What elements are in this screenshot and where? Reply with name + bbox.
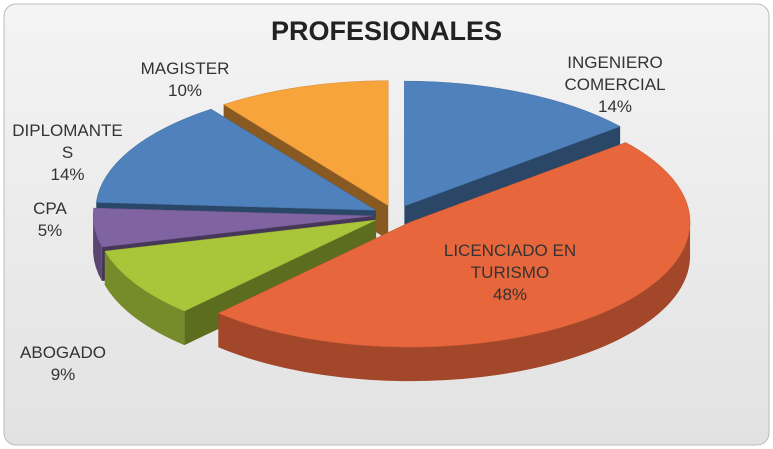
slice-label: CPA 5% — [20, 198, 80, 242]
category-label: CPA — [33, 199, 67, 218]
slice — [104, 219, 377, 312]
chart-title: PROFESIONALES — [270, 16, 503, 46]
category-label: MAGISTER — [140, 59, 230, 78]
slice — [404, 80, 621, 207]
slice-label: LICENCIADO EN TURISMO 48% — [440, 240, 580, 306]
value-label: 5% — [37, 221, 63, 240]
slice — [92, 207, 374, 248]
category-label: ABOGADO — [20, 343, 106, 362]
value-label: 48% — [492, 285, 528, 304]
value-label: 14% — [50, 165, 85, 184]
slice-label: ABOGADO 9% — [8, 342, 118, 386]
slice-label: MAGISTER 10% — [125, 58, 245, 102]
category-label: LICENCIADO EN TURISMO — [443, 241, 577, 282]
slice — [95, 108, 377, 211]
value-label: 14% — [597, 97, 633, 116]
slice — [217, 142, 691, 348]
slice-rim — [104, 251, 185, 346]
category-label: INGENIERO COMERCIAL — [564, 53, 666, 94]
slice-rim — [218, 222, 691, 382]
slice-label: DIPLOMANTES 14% — [10, 120, 125, 186]
category-label: DIPLOMANTES — [12, 121, 123, 162]
value-label: 9% — [50, 365, 76, 384]
slice-label: INGENIERO COMERCIAL 14% — [540, 52, 690, 118]
value-label: 10% — [167, 81, 203, 100]
slice — [223, 80, 389, 207]
